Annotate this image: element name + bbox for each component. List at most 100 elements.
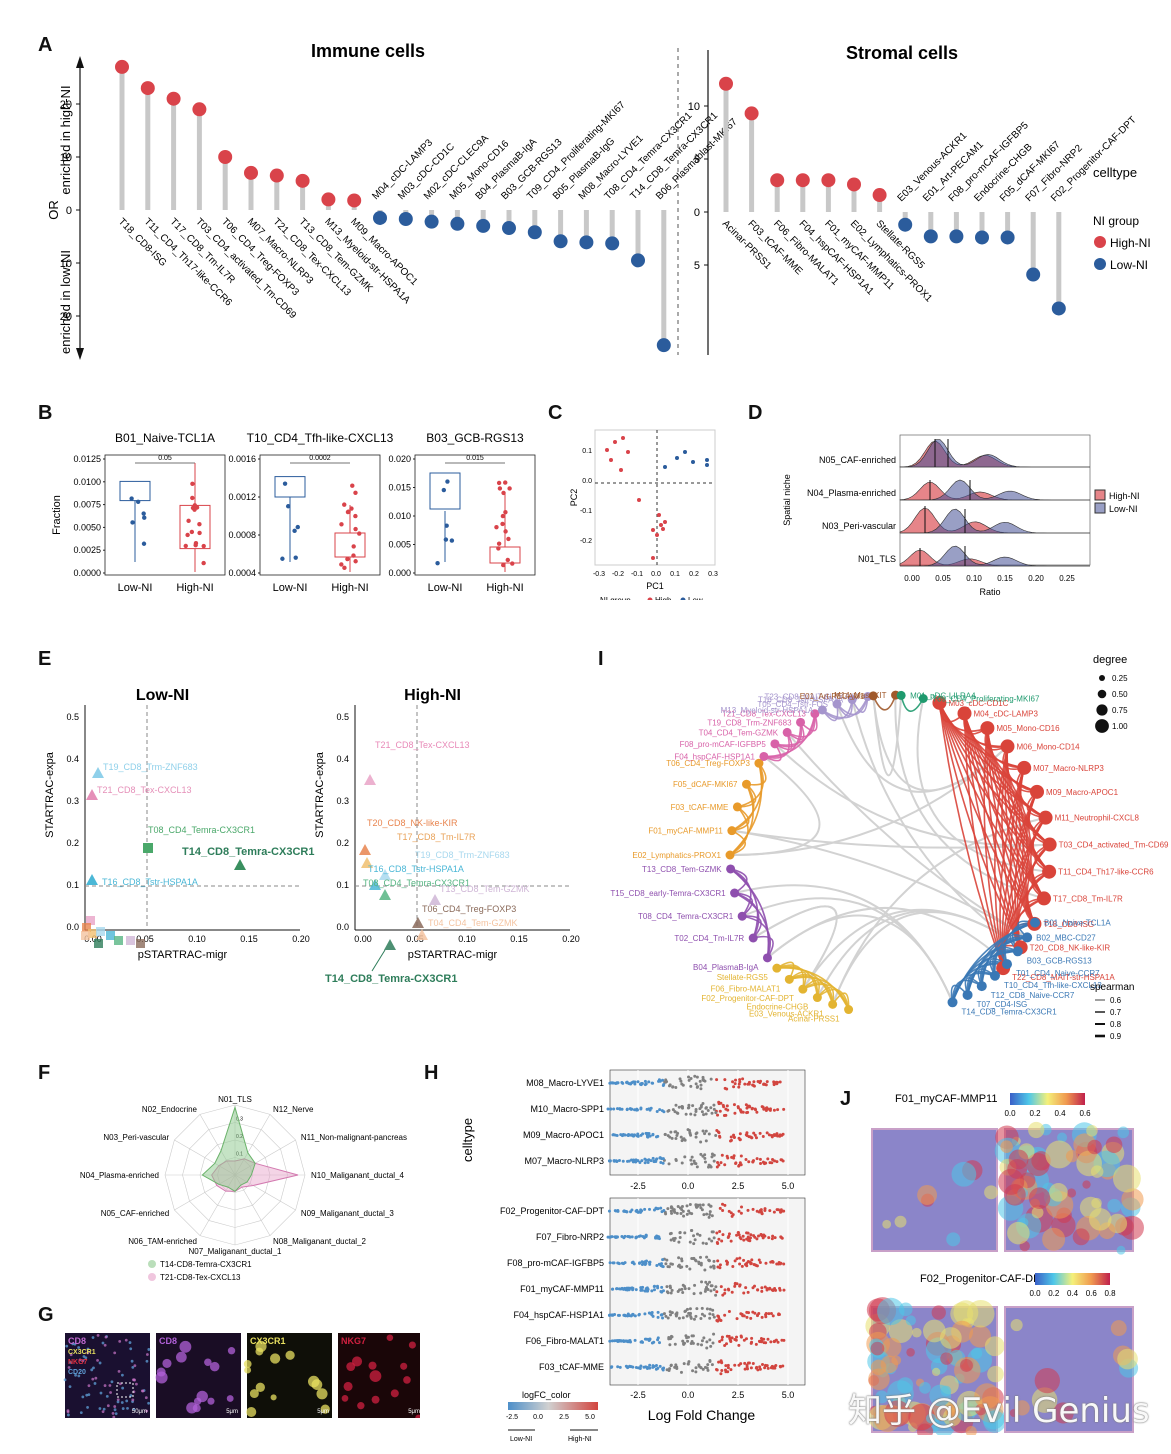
beeswarm-point (695, 1075, 699, 1079)
lollipop-point (1026, 267, 1041, 282)
beeswarm-point (771, 1234, 775, 1238)
beeswarm-point (702, 1336, 706, 1340)
beeswarm-point (687, 1075, 691, 1079)
beeswarm-point (615, 1159, 619, 1163)
cell-signal (73, 1342, 77, 1346)
beeswarm-point (714, 1285, 718, 1289)
beeswarm-point (711, 1341, 715, 1345)
data-point (190, 481, 195, 486)
beeswarm-point (782, 1288, 786, 1292)
beeswarm-point (629, 1210, 633, 1214)
beeswarm-point (615, 1133, 619, 1137)
beeswarm-point (681, 1290, 685, 1294)
beeswarm-point (694, 1366, 698, 1370)
beeswarm-point (679, 1135, 683, 1139)
beeswarm-point (658, 1079, 662, 1083)
legend-high-dot (1094, 236, 1106, 248)
scale-bar-label: 50μm (132, 1409, 147, 1415)
beeswarm-point (633, 1338, 637, 1342)
cell-signal (307, 1375, 320, 1388)
beeswarm-point (714, 1367, 718, 1371)
beeswarm-point (709, 1077, 713, 1081)
beeswarm-point (705, 1346, 709, 1350)
beeswarm-point (761, 1363, 765, 1367)
beeswarm-point (650, 1289, 654, 1293)
beeswarm-point (737, 1164, 741, 1168)
cell-signal (81, 1359, 85, 1362)
beeswarm-point (776, 1108, 780, 1112)
lollipop-point (115, 59, 129, 74)
tick-label: -0.1 (580, 508, 592, 515)
beeswarm-point (717, 1317, 721, 1321)
network-label: M11_Neutrophil-CXCL8 (1055, 814, 1140, 823)
pca-point (675, 456, 679, 460)
degree-legend-dot (1099, 675, 1105, 681)
cell-signal (285, 1350, 295, 1360)
beeswarm-point (633, 1108, 637, 1112)
beeswarm-point (757, 1234, 761, 1238)
beeswarm-point (645, 1259, 649, 1263)
expression-spot (922, 1319, 946, 1343)
beeswarm-point (781, 1364, 785, 1368)
legend-high: High-NI (1109, 491, 1140, 501)
lollipop-point (192, 102, 207, 117)
network-node (947, 997, 958, 1008)
beeswarm-point (641, 1235, 645, 1239)
network-edge (983, 727, 1004, 969)
scale-tick: 0.0 (1004, 1109, 1016, 1118)
beeswarm-point (767, 1133, 771, 1137)
network-node (770, 739, 780, 749)
tick-label: 0.0008 (228, 530, 256, 540)
network-label: T06_CD4_Treg-FOXP3 (666, 759, 750, 768)
cell-signal (146, 1353, 149, 1356)
data-point (353, 513, 358, 519)
beeswarm-point (761, 1134, 765, 1138)
beeswarm-point (662, 1312, 666, 1316)
beeswarm-point (733, 1337, 737, 1341)
beeswarm-point (735, 1233, 739, 1237)
network-label: T03_CD4_activated_Tm-CD69 (1059, 841, 1169, 850)
beeswarm-point (744, 1157, 748, 1161)
beeswarm-point (674, 1136, 678, 1140)
color-scale (1010, 1093, 1085, 1105)
x-label: Ratio (979, 587, 1000, 597)
beeswarm-point (720, 1153, 724, 1157)
beeswarm-point (768, 1209, 772, 1213)
beeswarm-point (686, 1362, 690, 1366)
beeswarm-point (763, 1366, 767, 1370)
cell-signal (105, 1395, 109, 1398)
beeswarm-point (690, 1162, 694, 1166)
data-point (494, 524, 499, 530)
x-label: PC1 (646, 581, 664, 591)
network-label: F01_myCAF-MMP11 (648, 827, 723, 836)
beeswarm-point (701, 1129, 705, 1133)
network-edge (746, 762, 767, 786)
beeswarm-point (688, 1202, 692, 1206)
cell-signal (79, 1411, 83, 1414)
beeswarm-point (701, 1078, 705, 1082)
celltype-label: M10_Macro-SPP1 (530, 1104, 604, 1114)
cell-signal (69, 1353, 73, 1357)
beeswarm-point (650, 1312, 654, 1316)
beeswarm-point (775, 1208, 779, 1212)
beeswarm-point (699, 1317, 703, 1321)
cell-signal (87, 1384, 91, 1388)
ridge-density (899, 439, 1090, 468)
beeswarm-point (762, 1341, 766, 1345)
expression-spot (925, 1413, 936, 1424)
beeswarm-point (680, 1082, 684, 1086)
network-label: F08_pro-mCAF-IGFBP5 (680, 740, 767, 749)
beeswarm-point (699, 1343, 703, 1347)
beeswarm-point (680, 1161, 684, 1165)
tick-label: -0.2 (580, 538, 592, 545)
expression-spot (940, 1385, 952, 1397)
tick-label: 2.5 (732, 1181, 745, 1191)
color-scale (1035, 1273, 1110, 1285)
beeswarm-point (708, 1359, 712, 1363)
network-edge (729, 755, 821, 856)
beeswarm-point (778, 1262, 782, 1266)
beeswarm-point (708, 1312, 712, 1316)
network-label: M13_Myeloid-str-HSPA1A (721, 706, 814, 715)
beeswarm-point (703, 1268, 707, 1272)
network-label: M05_Mono-CD16 (996, 724, 1060, 733)
